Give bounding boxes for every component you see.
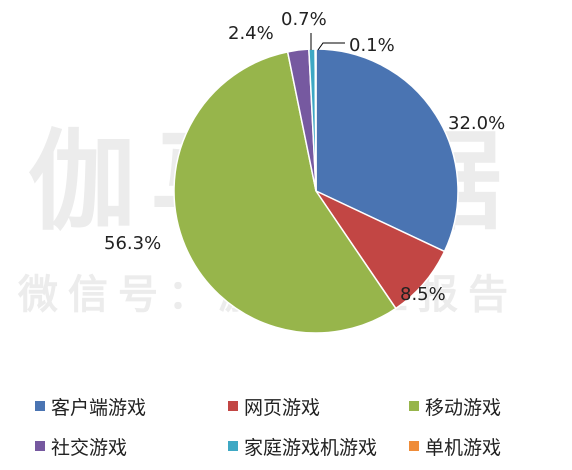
legend-label: 社交游戏 [51, 436, 128, 459]
legend-item-client[interactable]: 客户端游戏 [35, 394, 147, 419]
pie-slice[interactable] [315, 48, 459, 253]
data-labels: 32.0% 8.5% 56.3% 2.4% 0.7% 0.1% [104, 9, 505, 305]
pie-slice[interactable] [173, 50, 397, 334]
legend-item-web[interactable]: 网页游戏 [228, 394, 321, 419]
legend-swatch [228, 441, 238, 451]
legend-label: 家庭游戏机游戏 [244, 436, 378, 459]
legend-label: 移动游戏 [425, 396, 502, 419]
data-label: 8.5% [400, 284, 446, 305]
leader-line [317, 42, 345, 51]
legend-label: 单机游戏 [425, 436, 502, 459]
data-label: 0.7% [281, 9, 327, 30]
data-label: 32.0% [448, 113, 505, 134]
legend-swatch [228, 401, 238, 411]
legend-swatch [409, 401, 419, 411]
legend-item-mobile[interactable]: 移动游戏 [409, 394, 502, 419]
legend-swatch [409, 441, 419, 451]
legend-item-social[interactable]: 社交游戏 [35, 434, 128, 459]
data-label: 0.1% [349, 35, 395, 56]
data-label: 2.4% [228, 23, 274, 44]
pie-slice[interactable] [314, 48, 317, 192]
legend-label: 网页游戏 [244, 396, 321, 419]
legend-swatch [35, 401, 45, 411]
legend-swatch [35, 441, 45, 451]
data-label: 56.3% [104, 233, 161, 254]
pie-slices [173, 48, 459, 334]
legend-item-standalone[interactable]: 单机游戏 [409, 434, 502, 459]
legend-item-console[interactable]: 家庭游戏机游戏 [228, 434, 378, 459]
legend-label: 客户端游戏 [51, 396, 147, 419]
leader-lines [310, 33, 345, 51]
